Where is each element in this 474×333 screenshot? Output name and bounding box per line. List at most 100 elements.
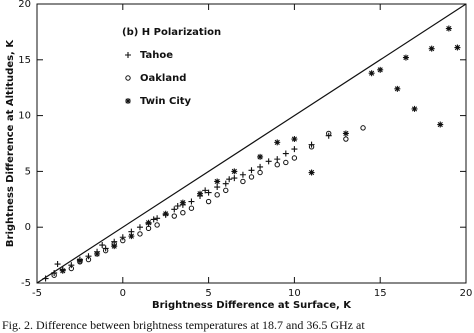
point xyxy=(274,156,281,163)
point xyxy=(154,222,160,228)
point xyxy=(102,247,109,254)
point xyxy=(214,178,221,185)
x-axis-title: Brightness Difference at Surface, K xyxy=(152,300,352,311)
point xyxy=(205,189,212,196)
point xyxy=(197,190,204,197)
point xyxy=(136,224,143,231)
point xyxy=(360,125,366,131)
point xyxy=(128,233,135,240)
point xyxy=(214,184,221,191)
point xyxy=(265,158,272,165)
point xyxy=(282,150,289,157)
point xyxy=(99,242,106,249)
y-axis-title: Brightness Difference at Altitudes, K xyxy=(5,39,16,247)
point xyxy=(291,136,298,143)
point xyxy=(283,159,289,166)
y-tick-label: 10 xyxy=(18,111,31,122)
point xyxy=(226,176,233,183)
point xyxy=(377,66,384,73)
point xyxy=(240,178,246,185)
point xyxy=(248,174,255,180)
y-tick-label: -5 xyxy=(21,278,31,289)
point xyxy=(119,234,126,241)
legend-marker xyxy=(125,98,131,104)
point xyxy=(231,175,238,182)
point xyxy=(162,210,169,217)
reference-line xyxy=(36,3,467,284)
point xyxy=(54,261,61,268)
point xyxy=(76,257,83,264)
point xyxy=(274,162,280,168)
annotation: (b) H Polarization xyxy=(122,27,221,38)
legend-marker xyxy=(125,52,131,58)
point xyxy=(174,202,181,209)
point xyxy=(342,130,349,137)
point xyxy=(111,243,118,250)
point xyxy=(326,130,332,137)
point xyxy=(171,213,177,219)
point xyxy=(94,250,101,257)
point xyxy=(188,205,195,211)
point xyxy=(231,168,238,175)
point xyxy=(445,25,452,32)
caption: Fig. 2. Difference between brightness te… xyxy=(2,318,365,332)
point xyxy=(51,272,57,278)
point xyxy=(179,199,186,206)
point xyxy=(239,171,246,178)
legend-marker xyxy=(125,75,131,81)
legend-label: Twin City xyxy=(140,96,192,107)
point xyxy=(180,209,186,216)
x-tick-label: 5 xyxy=(205,288,211,299)
point xyxy=(248,167,255,174)
point xyxy=(85,256,92,263)
point xyxy=(428,45,435,52)
y-tick-label: 5 xyxy=(25,166,31,177)
x-tick-label: 15 xyxy=(374,288,387,299)
x-tick-label: 10 xyxy=(288,288,301,299)
point xyxy=(120,237,126,244)
point xyxy=(59,267,66,274)
point xyxy=(454,44,461,51)
point xyxy=(154,215,161,222)
point xyxy=(437,121,444,128)
x-tick-label: -5 xyxy=(32,288,42,299)
point xyxy=(137,231,143,237)
point xyxy=(257,169,263,176)
point xyxy=(68,265,75,272)
point xyxy=(171,206,178,213)
legend-label: Oakland xyxy=(140,73,186,84)
point xyxy=(145,219,152,226)
point xyxy=(343,136,349,142)
point xyxy=(308,169,315,176)
x-tick-label: 0 xyxy=(120,288,126,299)
point xyxy=(291,155,298,161)
y-tick-label: 20 xyxy=(18,0,31,10)
point xyxy=(145,225,152,232)
point xyxy=(368,70,375,77)
point xyxy=(214,192,220,198)
point xyxy=(257,153,264,160)
point xyxy=(411,105,418,112)
point xyxy=(42,275,49,282)
point xyxy=(68,262,75,269)
plot-frame xyxy=(36,3,467,284)
point xyxy=(223,187,229,194)
point xyxy=(257,163,264,170)
point xyxy=(394,85,401,92)
point xyxy=(202,187,209,194)
point xyxy=(188,198,195,205)
point xyxy=(150,216,157,223)
point xyxy=(85,253,92,260)
point xyxy=(308,144,315,150)
point xyxy=(222,180,229,187)
point xyxy=(402,54,409,61)
legend-label: Tahoe xyxy=(140,50,173,61)
point xyxy=(291,146,298,153)
point xyxy=(205,198,212,205)
y-tick-label: 0 xyxy=(25,222,31,233)
x-tick-label: 20 xyxy=(460,288,473,299)
y-tick-label: 15 xyxy=(18,55,31,66)
point xyxy=(274,139,281,146)
